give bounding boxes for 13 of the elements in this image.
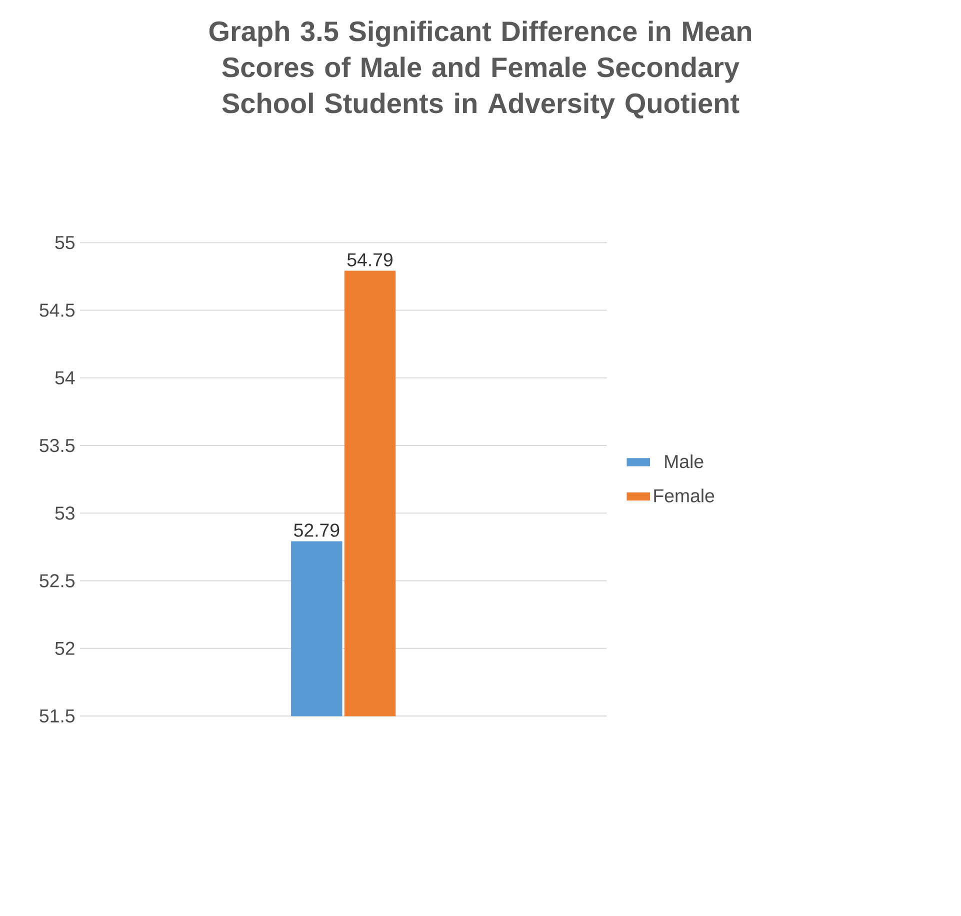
y-tick-label: 52 — [55, 642, 74, 655]
data-label: 52.79 — [294, 524, 340, 537]
y-tick-label: 54.5 — [40, 304, 75, 317]
y-tick-label: 52.5 — [40, 574, 75, 588]
y-tick-label: 54 — [55, 371, 75, 384]
y-tick-label: 55 — [55, 236, 75, 250]
y-tick-label: 51.5 — [40, 709, 75, 723]
legend-label: Female — [654, 488, 714, 502]
chart-title: Graph 3.5 Significant Difference in Mean Scores of Male and Female Secondary School Students in Adversity Quotient — [209, 20, 752, 119]
y-tick-label: 53 — [55, 506, 74, 520]
data-label: 54.79 — [347, 253, 392, 266]
legend-label: Male — [665, 454, 704, 468]
y-tick-label: 53.5 — [40, 438, 75, 452]
